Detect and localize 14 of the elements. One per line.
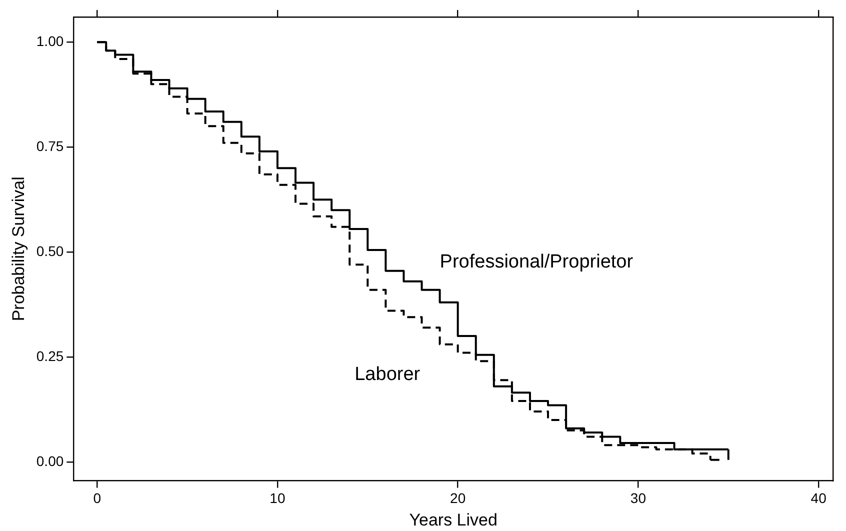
- x-tick-label: 10: [270, 490, 286, 506]
- x-tick-label: 20: [450, 490, 466, 506]
- series-label: Professional/Proprietor: [440, 252, 634, 273]
- y-tick-label: 1.00: [36, 33, 64, 50]
- y-tick-label: 0.50: [36, 242, 64, 259]
- y-tick-label: 0.75: [36, 138, 64, 154]
- y-tick-label: 0.25: [36, 348, 64, 364]
- x-tick-label: 40: [810, 490, 827, 506]
- x-axis-title: Years Lived: [409, 510, 498, 530]
- series-label: Laborer: [354, 364, 421, 385]
- x-tick-label: 30: [630, 490, 646, 506]
- y-axis-title: Probability Survival: [8, 176, 28, 322]
- y-tick-label: 0.00: [36, 452, 64, 469]
- x-tick-label: 0: [93, 490, 102, 506]
